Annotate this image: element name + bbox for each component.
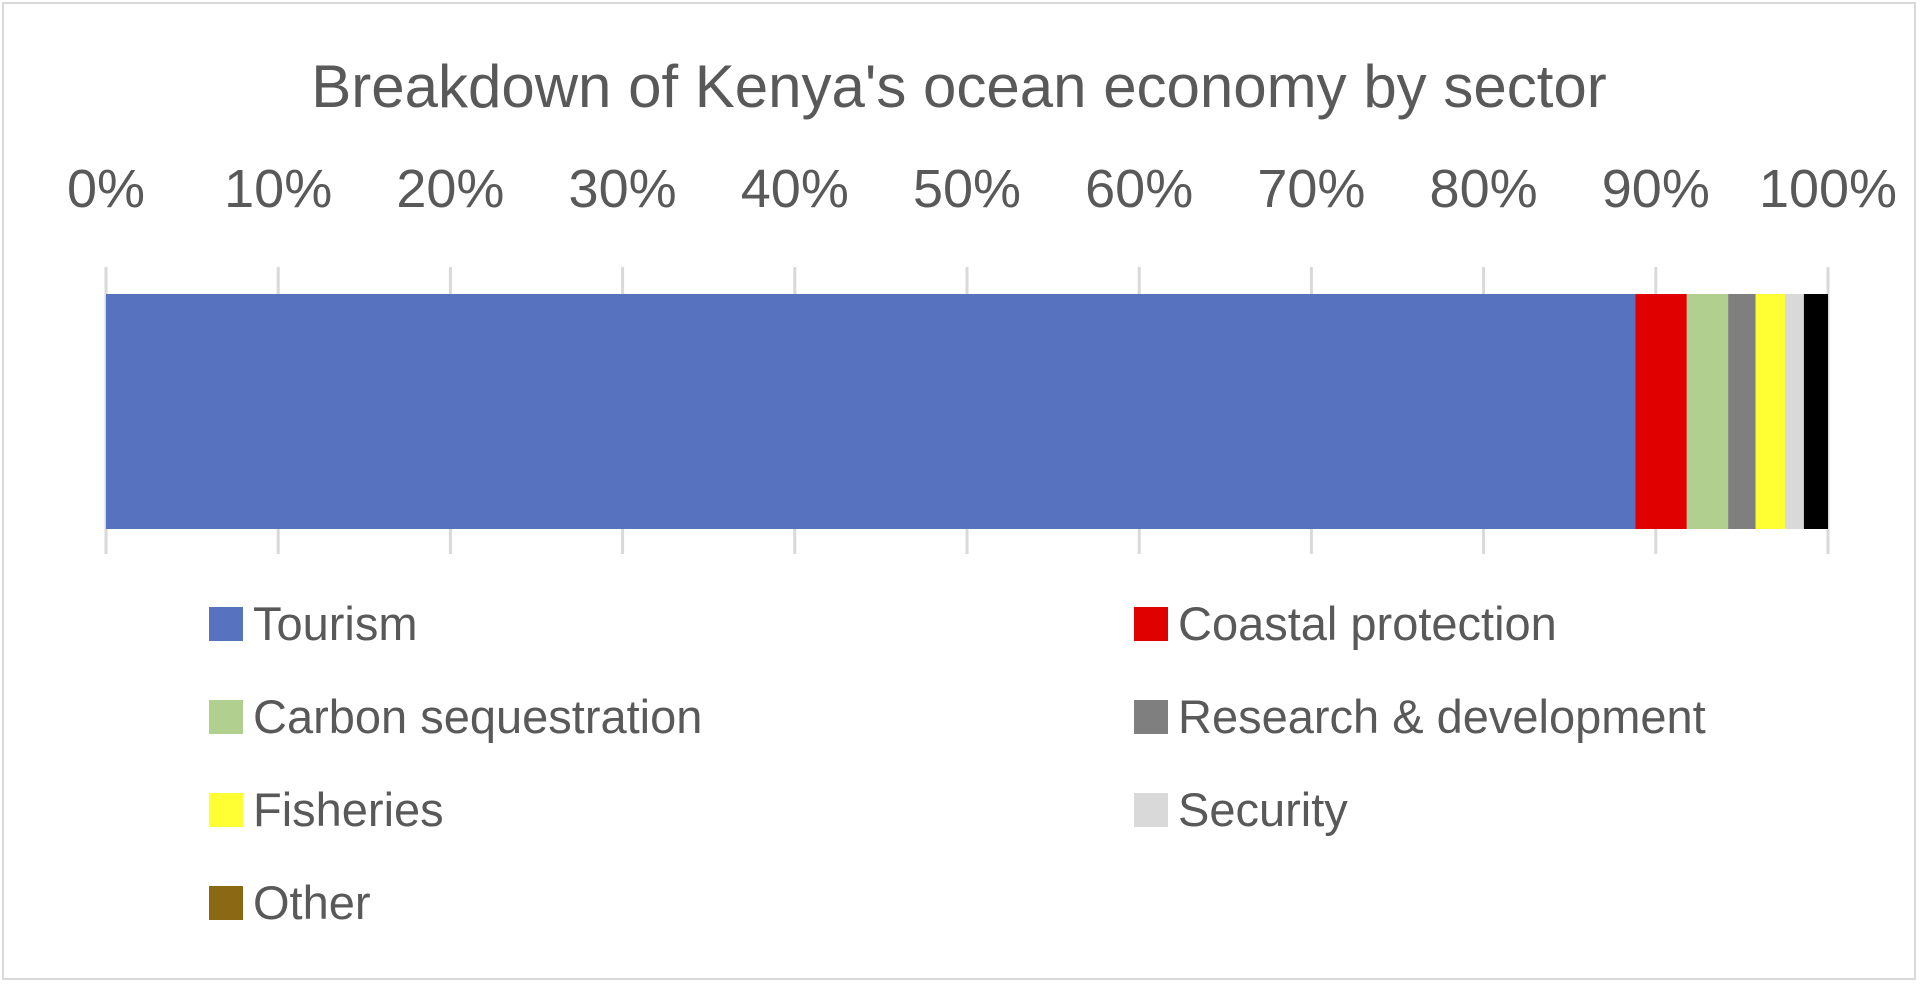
legend-item-coastal-protection: Coastal protection — [1134, 597, 1557, 650]
bar-segment-coastal-protection — [1635, 294, 1687, 529]
bar-segment-research-development — [1728, 294, 1756, 529]
bar-segment-fisheries — [1755, 294, 1785, 529]
x-tick-label: 30% — [569, 159, 677, 219]
legend-swatch — [1134, 607, 1168, 641]
legend-label: Research & development — [1178, 690, 1706, 743]
legend-swatch — [209, 793, 243, 827]
legend-item-research-development: Research & development — [1134, 690, 1706, 743]
legend-item-carbon-sequestration: Carbon sequestration — [209, 690, 702, 743]
x-tick-label: 90% — [1602, 159, 1710, 219]
chart-svg: Breakdown of Kenya's ocean economy by se… — [67, 53, 1897, 929]
legend: Tourism Coastal protection Carbon sequestr… — [209, 597, 1706, 929]
bar-segment-carbon-sequestration — [1686, 294, 1729, 529]
legend-label: Carbon sequestration — [253, 690, 702, 743]
x-tick-label: 70% — [1257, 159, 1365, 219]
legend-swatch — [1134, 700, 1168, 734]
legend-label: Security — [1178, 783, 1348, 836]
legend-swatch — [209, 886, 243, 920]
legend-swatch — [209, 700, 243, 734]
bar-segment-other — [1803, 294, 1828, 529]
x-tick-label: 100% — [1759, 159, 1897, 219]
x-axis-ticks: 0% 10% 20% 30% 40% 50% 60% 70% 80% 90% 100% — [67, 159, 1897, 219]
stacked-bar — [106, 294, 1828, 529]
legend-label: Fisheries — [253, 783, 444, 836]
legend-label: Tourism — [253, 597, 418, 650]
legend-item-tourism: Tourism — [209, 597, 418, 650]
x-tick-label: 0% — [67, 159, 145, 219]
legend-label: Coastal protection — [1178, 597, 1557, 650]
x-tick-label: 80% — [1430, 159, 1538, 219]
x-tick-label: 20% — [396, 159, 504, 219]
legend-item-security: Security — [1134, 783, 1348, 836]
x-tick-label: 50% — [913, 159, 1021, 219]
bar-segment-tourism — [106, 294, 1636, 529]
x-tick-label: 10% — [224, 159, 332, 219]
legend-item-fisheries: Fisheries — [209, 783, 444, 836]
x-tick-label: 60% — [1085, 159, 1193, 219]
bar-segment-security — [1784, 294, 1804, 529]
legend-swatch — [209, 607, 243, 641]
legend-label: Other — [253, 876, 371, 929]
chart-title: Breakdown of Kenya's ocean economy by se… — [311, 53, 1607, 120]
x-tick-label: 40% — [741, 159, 849, 219]
legend-swatch — [1134, 793, 1168, 827]
legend-item-other: Other — [209, 876, 371, 929]
